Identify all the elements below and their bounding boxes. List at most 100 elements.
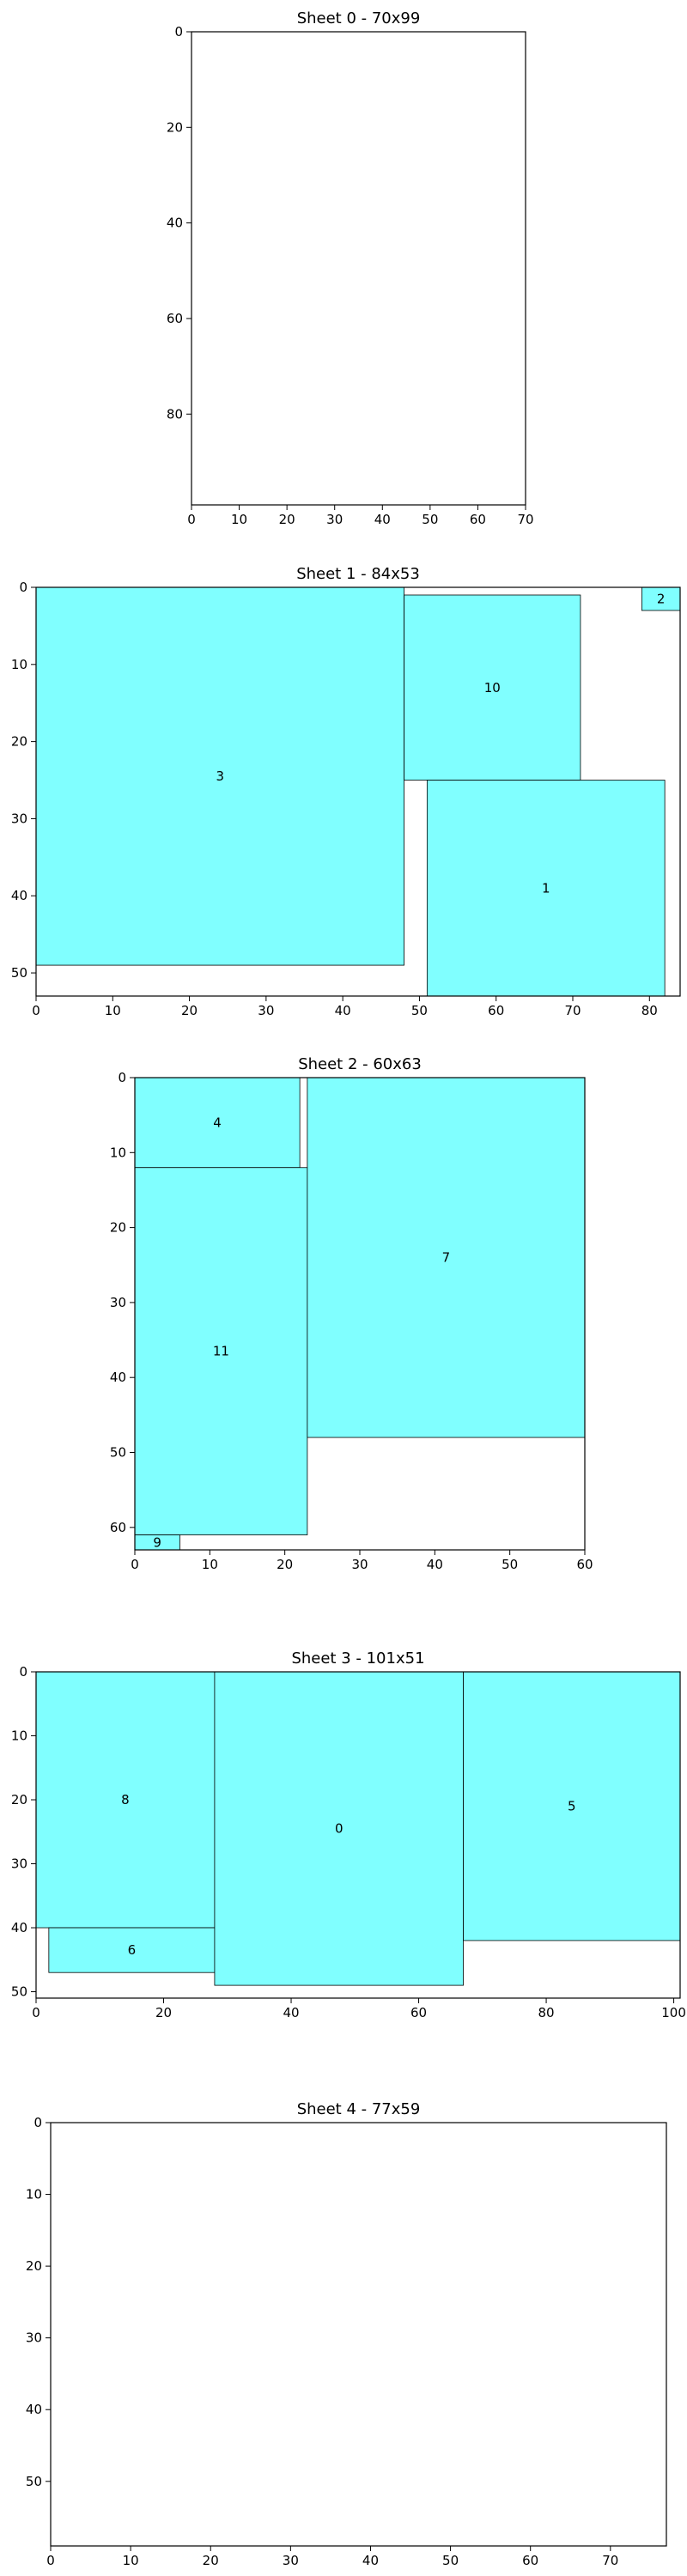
sheet-3-frame [35, 1671, 681, 1999]
sheet-1-piece-10 [404, 594, 581, 781]
sheet-0-chart: Sheet 0 - 70x99 0 10 20 30 40 50 60 70 0 20 40 60 80 [167, 9, 534, 527]
sheet-0-xtick-label-70: 70 [517, 512, 533, 527]
sheet-2-ytick-label-0: 0 [118, 1070, 126, 1085]
sheet-2-ytick-label-10: 10 [110, 1145, 126, 1160]
sheet-4-chart: Sheet 4 - 77x59 0 10 20 30 40 50 60 70 0 10 20 30 40 5… [26, 2100, 667, 2568]
sheet-2-ytick-label-20: 20 [110, 1220, 126, 1236]
sheet-4-frame [50, 2122, 667, 2547]
sheet-2-xtick-label-10: 10 [202, 1557, 218, 1572]
sheet-4-ytick-label-40: 40 [26, 2402, 42, 2417]
sheet-1-xtick-label-40: 40 [335, 1003, 351, 1018]
sheet-1-ytick-label-40: 40 [11, 888, 27, 903]
sheet-3-ytick-label-10: 10 [11, 1728, 27, 1744]
sheet-3-ytick-label-30: 30 [11, 1856, 27, 1872]
sheet-2-xtick-label-40: 40 [427, 1557, 443, 1572]
sheet-2-ytick-label-30: 30 [110, 1295, 126, 1310]
sheet-3-xtick-label-0: 0 [32, 2005, 40, 2020]
sheet-0-ytick-label-80: 80 [167, 406, 183, 422]
sheet-0-xtick-label-50: 50 [422, 512, 438, 527]
sheet-3-piece-6 [48, 1927, 216, 1973]
sheet-4-title: Sheet 4 - 77x59 [297, 2100, 421, 2118]
sheet-3-xtick-label-80: 80 [538, 2005, 555, 2020]
sheet-0-title: Sheet 0 - 70x99 [297, 9, 421, 27]
sheet-2-piece-label-4: 4 [213, 1115, 222, 1130]
sheet-1-xtick-label-60: 60 [488, 1003, 504, 1018]
sheet-3-piece-label-6: 6 [128, 1942, 137, 1958]
sheet-1-title: Sheet 1 - 84x53 [296, 565, 420, 583]
sheet-1-piece-label-10: 10 [484, 680, 501, 696]
sheet-0-ytick-label-40: 40 [167, 216, 183, 231]
sheet-2-xtick-label-50: 50 [502, 1557, 518, 1572]
sheet-3-xtick-label-20: 20 [155, 2005, 172, 2020]
sheet-3-title: Sheet 3 - 101x51 [291, 1649, 424, 1668]
sheet-3-piece-label-0: 0 [335, 1821, 344, 1837]
sheet-2-xtick-label-20: 20 [277, 1557, 293, 1572]
sheet-4-ytick-label-30: 30 [26, 2330, 42, 2346]
sheet-0-xtick-label-0: 0 [187, 512, 196, 527]
sheet-1-ytick-label-30: 30 [11, 811, 27, 826]
sheet-1-xtick-label-50: 50 [411, 1003, 428, 1018]
sheet-3-xtick-label-60: 60 [410, 2005, 427, 2020]
sheet-2-xtick-label-30: 30 [351, 1557, 368, 1572]
sheet-4-ytick-label-50: 50 [26, 2474, 42, 2489]
sheet-0-xtick-label-20: 20 [279, 512, 295, 527]
sheet-2-piece-label-7: 7 [442, 1250, 451, 1266]
sheet-2-xtick-label-60: 60 [576, 1557, 593, 1572]
sheet-0-xtick-label-10: 10 [231, 512, 247, 527]
sheet-2-piece-7 [307, 1077, 586, 1438]
sheet-0-xtick-label-30: 30 [326, 512, 343, 527]
sheet-1-piece-1 [426, 780, 666, 997]
sheet-3-ytick-label-40: 40 [11, 1920, 27, 1935]
sheet-2-piece-label-11: 11 [213, 1344, 229, 1359]
sheet-2-ytick-label-40: 40 [110, 1370, 126, 1385]
sheet-4-ytick-label-0: 0 [33, 2115, 42, 2130]
sheet-1-piece-2 [641, 586, 681, 611]
sheet-3-ytick-label-20: 20 [11, 1792, 27, 1807]
sheet-0-ytick-label-20: 20 [167, 119, 183, 135]
sheet-2-title: Sheet 2 - 60x63 [298, 1055, 422, 1073]
sheet-1-ytick-label-10: 10 [11, 657, 27, 672]
sheet-4-xtick-label-10: 10 [123, 2553, 139, 2568]
sheet-0-xtick-label-60: 60 [470, 512, 486, 527]
sheet-3-piece-0 [214, 1671, 464, 1986]
sheet-1-ytick-label-0: 0 [19, 580, 27, 595]
sheet-0-ytick-label-60: 60 [167, 311, 183, 326]
sheet-2-piece-11 [134, 1167, 308, 1535]
sheet-3-piece-8 [35, 1671, 216, 1929]
sheet-1-xtick-label-30: 30 [258, 1003, 274, 1018]
sheet-1-ytick-label-50: 50 [11, 965, 27, 981]
sheet-1-ytick-label-20: 20 [11, 734, 27, 750]
sheet-2-piece-label-9: 9 [153, 1534, 161, 1550]
sheet-3-xtick-label-40: 40 [283, 2005, 299, 2020]
sheet-4-ytick-label-20: 20 [26, 2258, 42, 2274]
sheet-1-piece-label-2: 2 [657, 591, 666, 606]
sheet-2-xtick-label-0: 0 [131, 1557, 139, 1572]
sheet-3-piece-label-5: 5 [568, 1798, 576, 1814]
sheet-4-xtick-label-30: 30 [283, 2553, 299, 2568]
sheet-4-xtick-label-0: 0 [46, 2553, 55, 2568]
sheet-4-ytick-label-10: 10 [26, 2187, 42, 2202]
sheet-3-ytick-label-0: 0 [19, 1664, 27, 1680]
sheet-4-xtick-label-50: 50 [442, 2553, 459, 2568]
sheet-4-xtick-label-60: 60 [522, 2553, 538, 2568]
sheet-2-ytick-label-50: 50 [110, 1445, 126, 1461]
sheet-1-piece-label-3: 3 [216, 769, 225, 784]
sheet-1-piece-label-1: 1 [542, 880, 550, 896]
sheet-4-xtick-label-70: 70 [602, 2553, 618, 2568]
sheet-1-xtick-label-0: 0 [32, 1003, 40, 1018]
sheet-4-xtick-label-20: 20 [203, 2553, 219, 2568]
sheet-1-xtick-label-70: 70 [564, 1003, 581, 1018]
sheet-4-xtick-label-40: 40 [362, 2553, 379, 2568]
sheet-3-piece-label-8: 8 [121, 1792, 130, 1807]
sheet-1-frame [35, 586, 681, 997]
sheet-0-ytick-label-0: 0 [174, 24, 183, 39]
sheet-3-ytick-label-50: 50 [11, 1984, 27, 2000]
sheet-1-piece-3 [35, 586, 404, 966]
sheet-1-xtick-label-10: 10 [105, 1003, 121, 1018]
sheet-0-xtick-label-40: 40 [374, 512, 391, 527]
sheet-3-xtick-label-100: 100 [661, 2005, 686, 2020]
